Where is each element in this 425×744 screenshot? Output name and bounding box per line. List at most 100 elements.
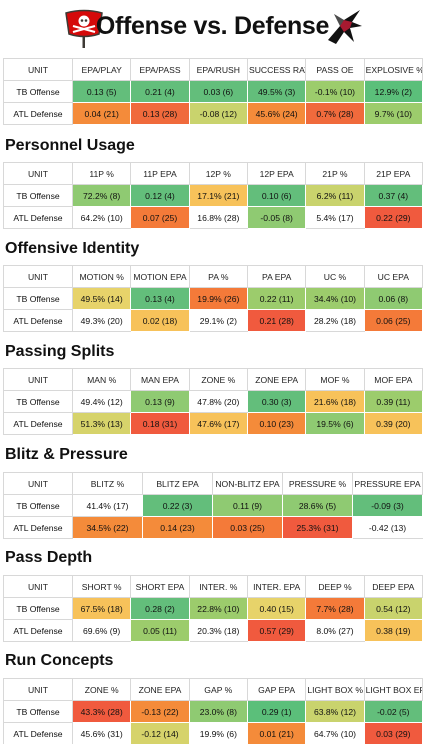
stat-cell: 63.8% (12) [305, 700, 365, 723]
unit-label: ATL Defense [3, 412, 73, 435]
stat-cell: 0.03 (25) [212, 516, 283, 539]
column-header: ZONE EPA [130, 678, 190, 701]
stat-cell: 49.5% (14) [71, 287, 132, 310]
table-header-row: UNIT SHORT % SHORT EPA INTER. % INTER. EPA DE… [3, 575, 423, 598]
stat-cell: -0.08 (12) [188, 102, 248, 125]
table-header-row: UNIT ZONE % ZONE EPA GAP % GAP EPA LIGHT BOX … [3, 678, 423, 701]
stat-cell: 47.6% (17) [188, 412, 248, 435]
column-header: MAN % [71, 368, 132, 391]
stat-cell: 0.39 (11) [363, 390, 423, 413]
stat-cell: 7.7% (28) [305, 597, 365, 620]
report-header: Offense vs. Defense [0, 0, 425, 54]
stat-cell: 0.11 (9) [212, 494, 283, 517]
unit-label: ATL Defense [3, 309, 73, 332]
column-header: EPA/PASS [130, 58, 190, 81]
stat-cell: 0.29 (1) [246, 700, 307, 723]
column-header: DEEP EPA [363, 575, 423, 598]
column-header: PA % [188, 265, 248, 288]
column-header: BLITZ EPA [142, 472, 213, 495]
column-header: UNIT [3, 162, 73, 185]
column-header: EPA/RUSH [188, 58, 248, 81]
stat-cell: 0.22 (29) [363, 206, 423, 229]
stat-cell: 0.06 (25) [363, 309, 423, 332]
table-row: TB Offense 0.13 (5) 0.21 (4) 0.03 (6) 49.5% … [3, 80, 423, 103]
falcons-logo [328, 10, 362, 44]
column-header: ZONE % [188, 368, 248, 391]
stat-cell: 0.39 (20) [363, 412, 423, 435]
column-header: 11P % [71, 162, 132, 185]
column-header: UC EPA [363, 265, 423, 288]
stat-cell: 16.8% (28) [188, 206, 248, 229]
column-header: 12P EPA [246, 162, 307, 185]
stat-cell: 64.7% (10) [305, 722, 365, 744]
column-header: UNIT [3, 472, 73, 495]
table-header-row: UNIT MAN % MAN EPA ZONE % ZONE EPA MOF % MOF E… [3, 368, 423, 391]
column-header: MOF EPA [363, 368, 423, 391]
table-row: ATL Defense 0.04 (21) 0.13 (28) -0.08 (12) 4… [3, 102, 423, 125]
stat-cell: 19.5% (6) [305, 412, 365, 435]
section-title: Run Concepts [5, 652, 114, 669]
column-header: BLITZ % [72, 472, 143, 495]
table-row: ATL Defense 69.6% (9) 0.05 (11) 20.3% (18) 0… [3, 619, 423, 642]
stat-cell: 0.07 (25) [130, 206, 190, 229]
stat-cell: 0.12 (4) [130, 184, 190, 207]
stat-cell: 49.3% (20) [71, 309, 132, 332]
column-header: EXPLOSIVE % [363, 58, 423, 81]
column-header: PRESSURE EPA [352, 472, 423, 495]
column-header: UNIT [3, 575, 73, 598]
stat-cell: 45.6% (31) [71, 722, 132, 744]
stats-table: UNIT BLITZ % BLITZ EPA NON-BLITZ EPA PRESSUR… [3, 472, 423, 539]
column-header: PA EPA [246, 265, 307, 288]
stat-cell: -0.09 (3) [352, 494, 423, 517]
table-row: ATL Defense 64.2% (10) 0.07 (25) 16.8% (28)… [3, 206, 423, 229]
column-header: MOTION EPA [130, 265, 190, 288]
stat-cell: 0.37 (4) [363, 184, 423, 207]
stat-cell: 49.5% (3) [246, 80, 307, 103]
stat-cell: 6.2% (11) [305, 184, 365, 207]
unit-label: TB Offense [3, 390, 73, 413]
stat-cell: 25.3% (31) [282, 516, 353, 539]
column-header: MAN EPA [130, 368, 190, 391]
column-header: SHORT % [71, 575, 132, 598]
stat-cell: 0.13 (28) [130, 102, 190, 125]
table-header-row: UNIT MOTION % MOTION EPA PA % PA EPA UC % UC E… [3, 265, 423, 288]
stat-cell: 0.03 (29) [363, 722, 423, 744]
stat-cell: 0.13 (5) [71, 80, 132, 103]
column-header: MOF % [305, 368, 365, 391]
stat-cell: 23.0% (8) [188, 700, 248, 723]
stat-cell: 12.9% (2) [363, 80, 423, 103]
column-header: UNIT [3, 265, 73, 288]
column-header: SHORT EPA [130, 575, 190, 598]
stat-cell: 0.22 (3) [142, 494, 213, 517]
buccaneers-flag-logo [65, 9, 103, 48]
unit-label: ATL Defense [3, 206, 73, 229]
stat-cell: 28.6% (5) [282, 494, 353, 517]
column-header: GAP % [188, 678, 248, 701]
unit-label: ATL Defense [3, 722, 73, 744]
column-header: 12P % [188, 162, 248, 185]
table-row: TB Offense 72.2% (8) 0.12 (4) 17.1% (21) 0.1… [3, 184, 423, 207]
stat-cell: 51.3% (13) [71, 412, 132, 435]
column-header: ZONE % [71, 678, 132, 701]
column-header: UNIT [3, 368, 73, 391]
section-title: Personnel Usage [5, 137, 135, 154]
unit-label: ATL Defense [3, 516, 73, 539]
stats-table: UNIT ZONE % ZONE EPA GAP % GAP EPA LIGHT BOX … [3, 678, 423, 744]
stat-cell: -0.02 (5) [363, 700, 423, 723]
stat-cell: 0.7% (28) [305, 102, 365, 125]
table-header-row: UNIT BLITZ % BLITZ EPA NON-BLITZ EPA PRESSUR… [3, 472, 423, 495]
stat-cell: 34.4% (10) [305, 287, 365, 310]
table-row: TB Offense 43.3% (28) -0.13 (22) 23.0% (8) 0… [3, 700, 423, 723]
stat-cell: 45.6% (24) [246, 102, 307, 125]
stat-cell: 0.22 (11) [246, 287, 307, 310]
stat-cell: 34.5% (22) [72, 516, 143, 539]
stat-cell: 64.2% (10) [71, 206, 132, 229]
table-row: TB Offense 67.5% (18) 0.28 (2) 22.8% (10) 0.… [3, 597, 423, 620]
stat-cell: 0.21 (4) [130, 80, 190, 103]
unit-label: ATL Defense [3, 102, 73, 125]
stat-cell: 0.40 (15) [246, 597, 307, 620]
unit-label: TB Offense [3, 597, 73, 620]
unit-label: TB Offense [3, 494, 73, 517]
